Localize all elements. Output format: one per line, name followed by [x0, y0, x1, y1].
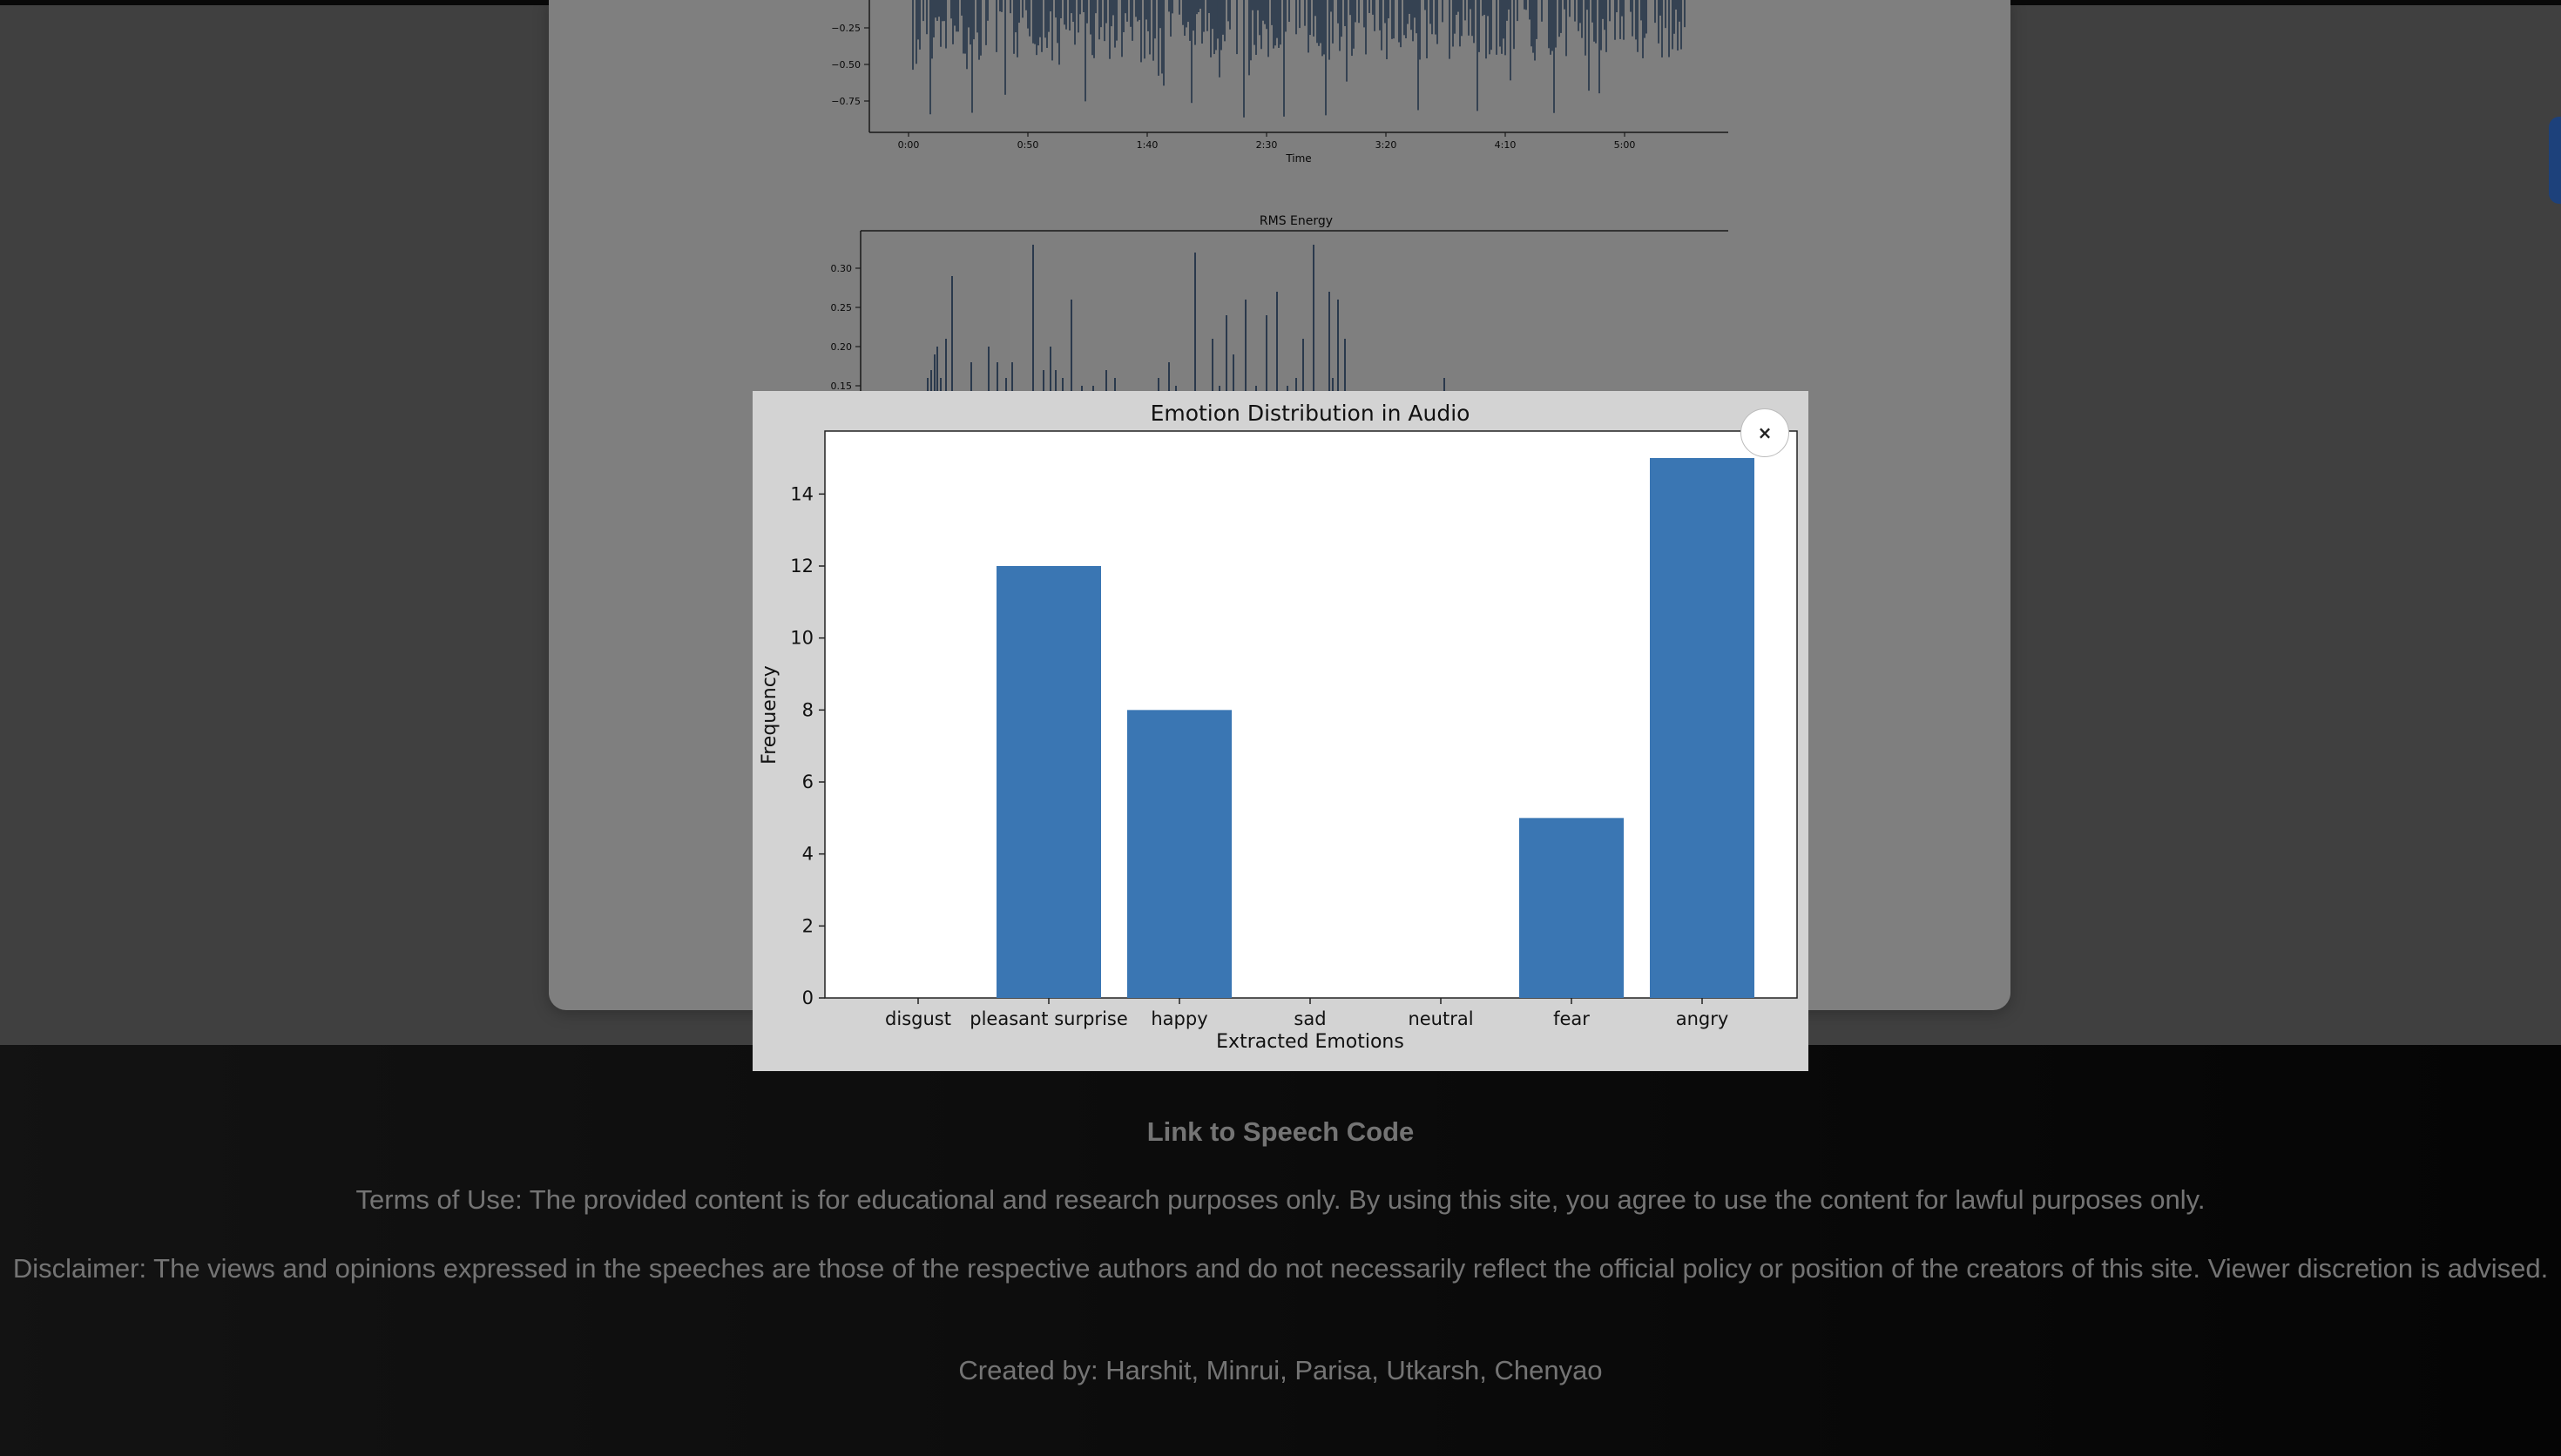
y-axis-label: Frequency — [759, 665, 780, 765]
y-tick-label: 10 — [790, 628, 814, 649]
bar-happy — [1127, 710, 1232, 998]
chart-title: Emotion Distribution in Audio — [1151, 401, 1470, 426]
plot-area — [824, 430, 1798, 999]
x-axis-label: Extracted Emotions — [1216, 1031, 1404, 1053]
y-tick-label: 14 — [790, 483, 814, 504]
y-tick-label: 6 — [802, 772, 814, 792]
emotion-bar-chart: Emotion Distribution in Audio 0 2 4 6 8 10 12 1… — [759, 401, 1798, 1053]
bar-angry — [1650, 458, 1754, 998]
bar-fear — [1519, 818, 1624, 998]
x-tick-label: fear — [1553, 1008, 1590, 1029]
y-tick-label: 4 — [802, 844, 814, 865]
close-button[interactable]: × — [1740, 408, 1789, 457]
y-tick-label: 8 — [802, 699, 814, 720]
y-tick-label: 2 — [802, 915, 814, 936]
x-tick-label: sad — [1294, 1008, 1326, 1029]
x-tick-label: disgust — [885, 1008, 951, 1029]
x-tick-label: neutral — [1408, 1008, 1473, 1029]
bar-pleasant-surprise — [997, 566, 1101, 998]
y-tick-label: 0 — [802, 988, 814, 1008]
y-tick-label: 12 — [790, 556, 814, 576]
emotion-chart-modal: Emotion Distribution in Audio 0 2 4 6 8 10 12 1… — [753, 391, 1808, 1071]
x-tick-label: angry — [1676, 1008, 1729, 1029]
x-tick-label: happy — [1151, 1008, 1207, 1029]
x-tick-label: pleasant surprise — [970, 1008, 1128, 1029]
